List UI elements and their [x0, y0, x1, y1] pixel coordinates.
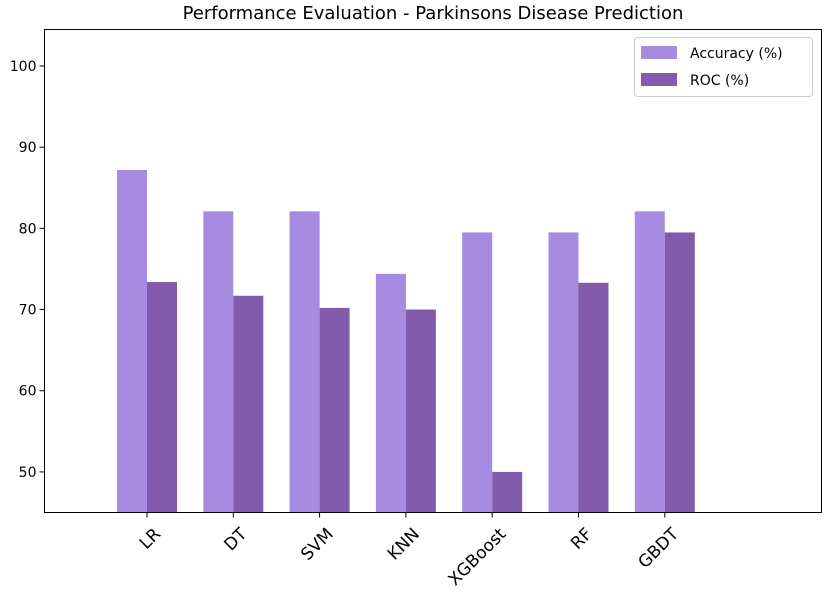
legend-swatch-accuracy — [641, 46, 677, 59]
x-tick-label-svm: SVM — [297, 524, 337, 564]
y-tick-label: 60 — [19, 384, 37, 400]
x-tick-label-dt: DT — [221, 524, 252, 555]
x-axis: LR DT SVM KNN XGBoost RF GBDT — [136, 512, 684, 590]
bars-group — [117, 169, 695, 513]
x-tick-label-rf: RF — [567, 524, 596, 553]
bar-roc-rf — [578, 282, 609, 513]
y-tick-label: 50 — [19, 465, 37, 481]
bar-roc-knn — [405, 309, 436, 513]
y-tick-label: 90 — [19, 140, 37, 156]
bar-accuracy-lr — [117, 169, 147, 513]
bar-accuracy-svm — [289, 211, 320, 513]
legend-label-accuracy: Accuracy (%) — [690, 46, 783, 62]
bar-accuracy-rf — [548, 232, 579, 513]
legend-label-roc: ROC (%) — [690, 73, 749, 89]
bar-roc-lr — [147, 281, 177, 513]
bar-roc-xgboost — [492, 471, 523, 513]
bar-accuracy-dt — [203, 211, 234, 513]
y-tick-label: 80 — [19, 221, 37, 237]
plot-frame — [44, 29, 822, 513]
bar-roc-gbdt — [664, 232, 695, 513]
y-axis: 50 60 70 80 90 100 — [10, 59, 45, 481]
x-tick-label-xgboost: XGBoost — [445, 524, 511, 590]
legend-swatch-roc — [641, 73, 677, 86]
bar-roc-dt — [233, 295, 264, 513]
y-tick-label: 70 — [19, 303, 37, 319]
bar-accuracy-knn — [375, 273, 406, 513]
bar-roc-svm — [319, 307, 350, 513]
y-tick-label: 100 — [10, 59, 37, 75]
legend-box — [634, 37, 813, 97]
x-tick-label-gbdt: GBDT — [635, 524, 684, 573]
bar-accuracy-gbdt — [634, 211, 665, 513]
chart-title: Performance Evaluation - Parkinsons Dise… — [183, 3, 684, 24]
legend: Accuracy (%) ROC (%) — [634, 37, 813, 97]
x-tick-label-lr: LR — [136, 524, 165, 553]
x-tick-label-knn: KNN — [384, 524, 424, 564]
bar-accuracy-xgboost — [462, 232, 493, 513]
